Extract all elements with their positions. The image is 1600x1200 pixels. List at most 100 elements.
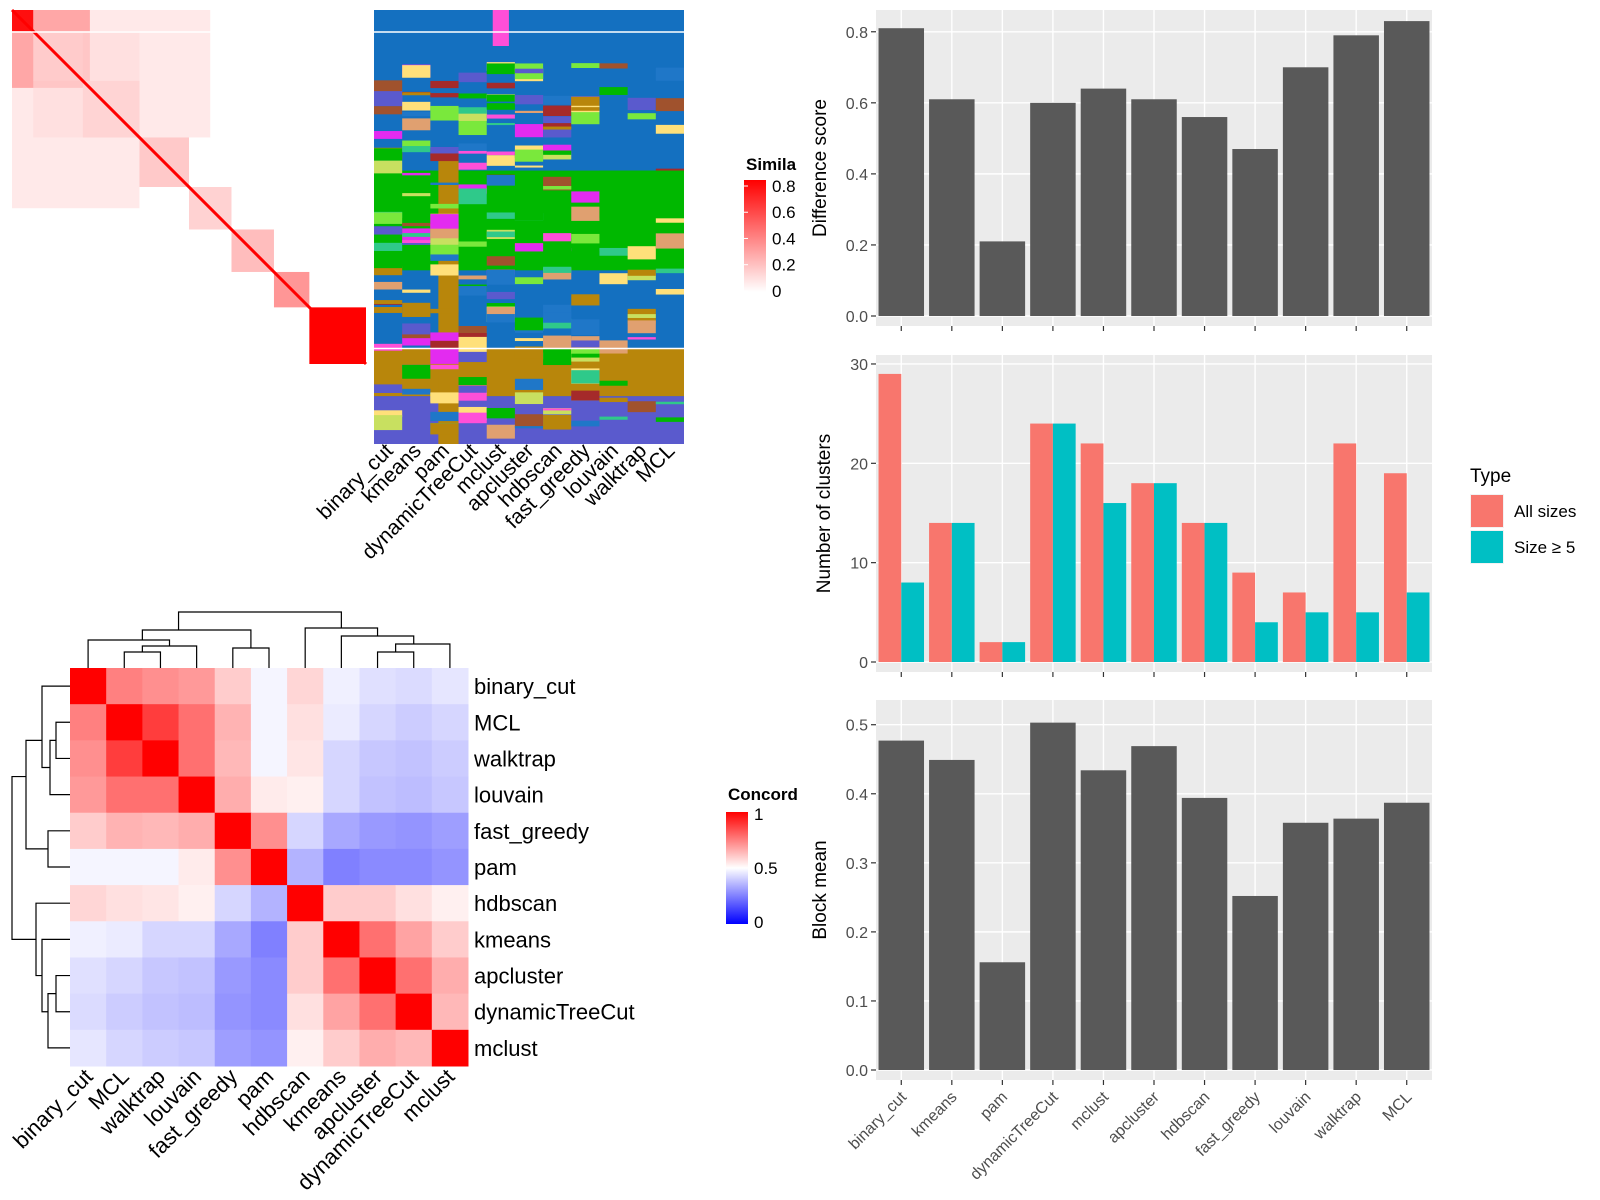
chart-y-tick-label: 0.5: [846, 718, 868, 735]
concordance-cell: [250, 1029, 288, 1067]
concordance-cell: [142, 957, 180, 995]
cluster-stripe: [402, 92, 431, 96]
chart-bar: [1131, 483, 1154, 662]
cluster-stripe: [514, 346, 544, 359]
cluster-stripe: [458, 113, 487, 121]
cluster-stripe: [402, 240, 431, 243]
cluster-stripe: [486, 407, 515, 419]
cluster-stripe: [571, 390, 600, 401]
cluster-stripe: [374, 281, 403, 290]
cluster-stripe: [514, 68, 544, 74]
type-legend-key: [1471, 531, 1503, 563]
chart-x-tick-label: kmeans: [909, 1089, 961, 1141]
chart-bar: [1052, 423, 1076, 662]
chart-bar: [1383, 473, 1407, 662]
cluster-stripe: [402, 140, 431, 149]
cluster-stripe: [458, 120, 487, 136]
chart-y-tick-label: 0.1: [846, 994, 868, 1011]
cluster-stripe: [514, 338, 544, 342]
concordance-cell: [106, 668, 143, 705]
concordance-column-label: binary_cut: [8, 1064, 97, 1153]
concordance-cell: [250, 921, 288, 958]
concordance-cell: [287, 740, 324, 778]
cluster-stripe: [627, 273, 656, 281]
chart-x-tick-label: binary_cut: [846, 1088, 911, 1153]
concordance-cell: [70, 921, 107, 958]
concordance-cell: [70, 812, 107, 850]
cluster-stripe: [486, 114, 515, 119]
cluster-stripe: [627, 113, 656, 120]
concordance-top-dendrogram: [395, 643, 451, 668]
cluster-stripe: [374, 384, 403, 393]
cluster-stripe: [543, 335, 572, 350]
concordance-dendrograms: [11, 611, 451, 1049]
concordance-left-dendrogram: [25, 739, 48, 850]
concordance-left-dendrogram: [55, 721, 70, 760]
concordance-cell: [70, 776, 107, 814]
number-of-clusters-chart: 0 10 20 30 Number of clusters: [814, 355, 1432, 677]
chart-y-axis-label: Difference score: [810, 99, 831, 237]
chart-y-tick-label: 0.0: [846, 309, 868, 326]
cluster-stripe: [402, 65, 431, 78]
concordance-legend-label: 0.5: [754, 859, 778, 878]
concordance-row-labels: binary_cut MCL walktrap louvain fast_greedyp…: [473, 674, 635, 1061]
concordance-cell: [395, 704, 433, 741]
concordance-cell: [70, 885, 107, 922]
cluster-stripe: [514, 392, 544, 405]
cluster-stripe: [599, 273, 628, 285]
cluster-stripe: [374, 106, 403, 115]
concordance-cell: [142, 993, 180, 1031]
cluster-stripe: [514, 145, 544, 152]
cluster-stripe: [430, 105, 459, 121]
concordance-cell: [214, 848, 252, 886]
concordance-legend-label: 0: [754, 913, 763, 932]
concordance-cell: [431, 776, 469, 814]
cluster-stripe: [543, 304, 572, 317]
cluster-stripe: [599, 340, 628, 354]
concordance-cell: [70, 740, 107, 778]
block-mean-chart: 0.0 0.1 0.2 0.3 0.4 0.5 Block mean: [810, 700, 1432, 1085]
cluster-stripe: [571, 233, 600, 244]
cluster-stripe: [543, 144, 572, 155]
cluster-top-block: [492, 10, 509, 46]
concordance-cell: [214, 885, 252, 922]
chart-bar: [878, 373, 902, 662]
concordance-top-dendrogram: [376, 651, 415, 668]
chart-bar: [979, 962, 1026, 1070]
cluster-stripe: [571, 107, 600, 111]
concordance-cell: [178, 740, 216, 778]
cluster-stripe: [458, 150, 487, 154]
concordance-cell: [359, 921, 397, 958]
chart-bar: [1030, 722, 1076, 1070]
concordance-cell: [142, 812, 180, 850]
cluster-stripe: [430, 411, 459, 422]
concordance-cell: [395, 885, 433, 922]
cluster-stripe: [374, 242, 403, 251]
cluster-stripe: [571, 353, 600, 358]
cluster-stripe: [458, 241, 487, 247]
similarity-legend-label: 0.2: [772, 256, 796, 275]
concordance-legend-bar: [726, 812, 748, 924]
concordance-top-dendrogram: [177, 611, 342, 630]
cluster-stripe: [458, 377, 487, 386]
concordance-cell: [142, 704, 180, 741]
concordance-cell: [214, 740, 252, 778]
cluster-stripe: [514, 426, 544, 429]
concordance-cell: [250, 704, 288, 741]
cluster-stripe: [514, 110, 544, 114]
cluster-stripe: [543, 109, 572, 117]
chart-bar: [929, 522, 952, 662]
concordance-cell: [142, 740, 180, 778]
concordance-cell: [395, 921, 433, 958]
cluster-stripe: [543, 349, 572, 366]
concordance-cell: [70, 957, 107, 995]
cluster-stripe: [458, 162, 487, 170]
concordance-cell: [70, 848, 107, 886]
cluster-stripe: [543, 318, 572, 329]
similarity-legend-title: Simila: [746, 155, 797, 174]
cluster-stripe: [543, 312, 572, 323]
cluster-stripe: [430, 153, 459, 162]
concordance-cell: [106, 885, 143, 922]
cluster-stripe: [514, 317, 544, 331]
